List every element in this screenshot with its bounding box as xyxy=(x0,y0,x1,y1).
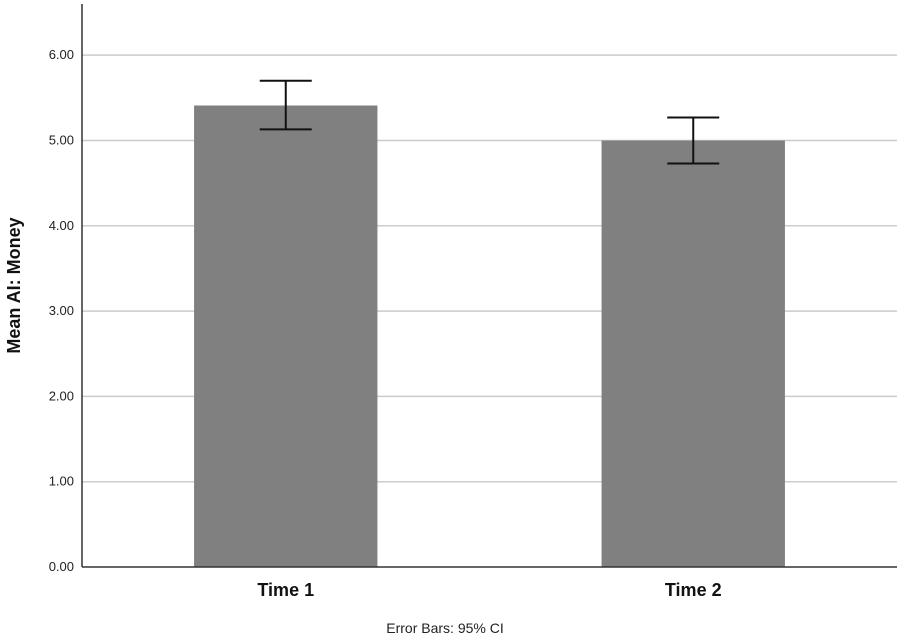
error-bar-1 xyxy=(259,79,312,131)
y-tick-label: 0.00 xyxy=(49,559,74,574)
y-tick-label: 1.00 xyxy=(49,474,74,489)
y-tick-label: 3.00 xyxy=(49,303,74,318)
y-tick-label: 6.00 xyxy=(49,47,74,62)
error-bar-2 xyxy=(667,116,720,165)
y-tick-label: 5.00 xyxy=(49,132,74,147)
y-axis-title: Mean AI: Money xyxy=(4,217,24,353)
bar-1 xyxy=(194,105,378,567)
bars xyxy=(194,105,785,567)
error-bars xyxy=(259,79,720,165)
y-tick-label: 2.00 xyxy=(49,388,74,403)
x-category-label: Time 1 xyxy=(257,580,314,600)
x-category-labels: Time 1 Time 2 xyxy=(257,580,721,600)
x-category-label: Time 2 xyxy=(665,580,722,600)
y-tick-labels: 0.00 1.00 2.00 3.00 4.00 5.00 6.00 xyxy=(49,47,74,574)
error-bars-note: Error Bars: 95% CI xyxy=(386,620,503,636)
bar-2 xyxy=(601,140,785,567)
y-tick-label: 4.00 xyxy=(49,218,74,233)
